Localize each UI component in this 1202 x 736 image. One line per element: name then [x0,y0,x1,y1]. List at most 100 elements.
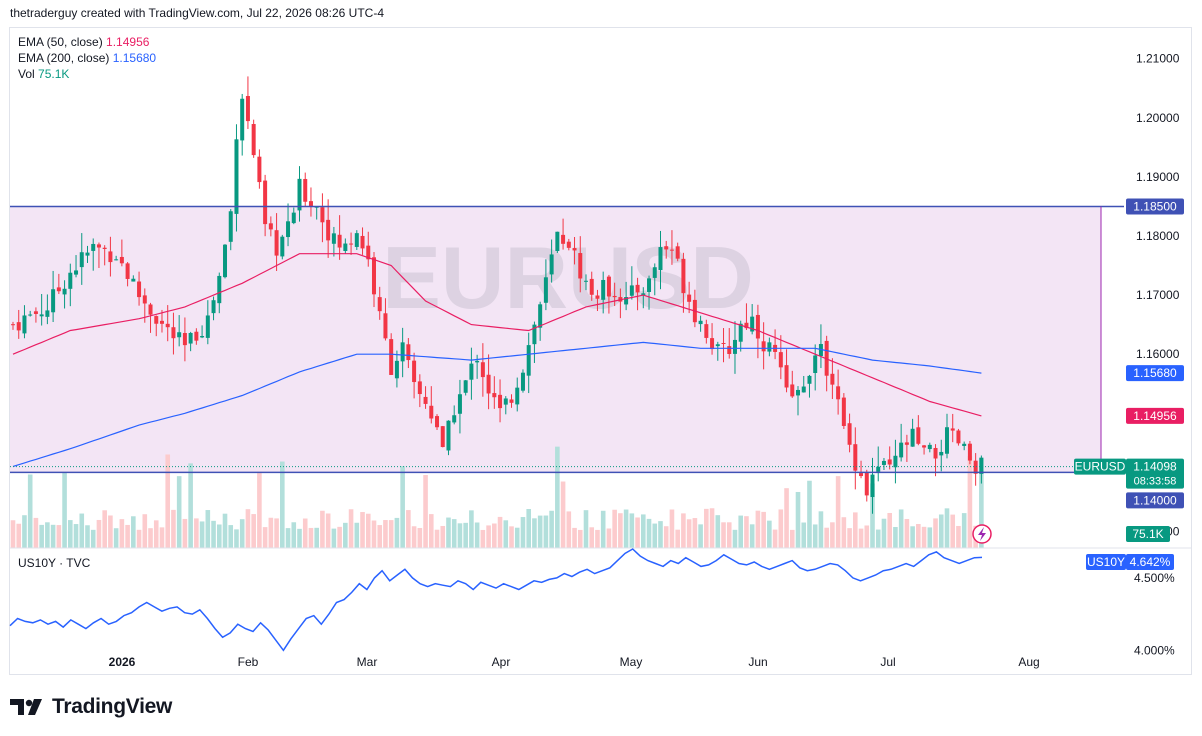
volume-bar [291,522,297,548]
candle-body [343,243,348,251]
volume-bar [428,514,434,548]
candle-body [326,219,331,241]
candle-body [492,393,497,398]
volume-bar [406,510,411,548]
candle-body [543,277,548,303]
candle-body [916,427,921,444]
legend-volume[interactable]: Vol 75.1K [18,66,156,82]
candle-body [549,254,554,275]
time-tick-label: Aug [1018,655,1039,669]
candle-body [171,327,176,339]
volume-bar [537,515,543,548]
price-badge [1126,458,1184,489]
volume-bar [910,526,915,548]
us10y-pane[interactable]: 4.500% 4.000% [9,547,1191,657]
candle-body [51,289,56,313]
time-tick-label: 2026 [109,655,136,669]
candle-body [841,397,846,426]
volume-bar [652,523,658,548]
us10y-legend[interactable]: US10Y · TVC [18,556,91,570]
candle-body [767,342,772,352]
volume-bar [795,491,801,548]
volume-bar [440,525,446,548]
volume-bar [394,517,400,548]
candle-body [486,374,491,394]
price-tick-label: 1.18000 [1136,229,1180,243]
volume-bar [979,458,984,548]
candle-body [721,342,726,344]
volume-bar [772,529,778,548]
candlesticks[interactable] [11,76,984,514]
volume-bar [944,508,950,548]
candle-body [102,247,107,249]
volume-bar [56,525,62,548]
candle-body [526,345,531,376]
alert-icon[interactable] [972,524,992,544]
volume-bar [262,527,268,548]
candle-body [39,314,44,317]
candle-body [200,336,205,338]
volume-bar [744,516,749,548]
price-levels [10,205,1124,474]
volume-bar [159,527,165,548]
tradingview-logo[interactable]: TradingView [10,694,172,720]
volume-bar [646,518,652,548]
volume-bar [39,524,44,548]
candle-body [927,444,932,450]
legend-ema200[interactable]: EMA (200, close) 1.15680 [18,50,156,66]
symbol-badge [1074,458,1126,475]
candle-body [893,455,898,468]
volume-bar [916,524,921,548]
ema50-value: 1.14956 [106,35,150,49]
volume-bar [732,529,738,548]
ema50-badge-text: 1.14956 [1133,409,1177,423]
volume-bar [417,527,423,548]
candle-body [314,206,319,208]
volume-bar [738,515,744,548]
legend-ema50[interactable]: EMA (50, close) 1.14956 [18,34,156,50]
us10y-tick-label: 4.000% [1134,643,1175,657]
volume-badge [1126,526,1170,542]
volume-bar [182,518,188,548]
volume-bar [171,509,176,548]
candle-body [704,324,709,338]
volume-bar [457,523,463,548]
volume-bar [864,525,870,548]
volume-bar [818,511,824,548]
candle-body [125,263,130,279]
us10y-symbol-badge [1086,554,1126,570]
volume-bar [365,513,371,548]
volume-badge-text: 75.1K [1132,527,1163,541]
candle-body [165,323,170,328]
volume-bar [113,528,119,548]
volume-bar [125,524,130,548]
candle-body [389,339,394,375]
volume-bar [812,524,818,548]
candle-body [933,447,938,459]
candle-body [520,372,525,391]
candle-body [452,415,457,423]
candle-body [56,287,61,292]
volume-bar [938,514,944,548]
volume-bar [589,527,595,548]
candle-body [366,245,371,260]
candle-body [755,314,760,339]
candle-body [457,394,462,414]
volume-bar [961,513,967,548]
volume-bar [881,518,887,548]
volume-bar [251,514,256,548]
candle-body [664,246,669,250]
ema200-value: 1.15680 [112,51,157,65]
candle-body [114,259,119,261]
volume-bar [27,474,33,548]
candle-body [870,474,875,498]
candle-body [463,380,468,393]
volume-bar [216,524,222,548]
time-axis[interactable]: 2026 Feb Mar Apr May Jun Jul Aug [109,655,1040,669]
candle-body [228,211,233,242]
candle-body [360,235,365,249]
time-tick-label: Feb [238,655,259,669]
candle-body [635,284,640,293]
volume-bar [835,476,841,548]
